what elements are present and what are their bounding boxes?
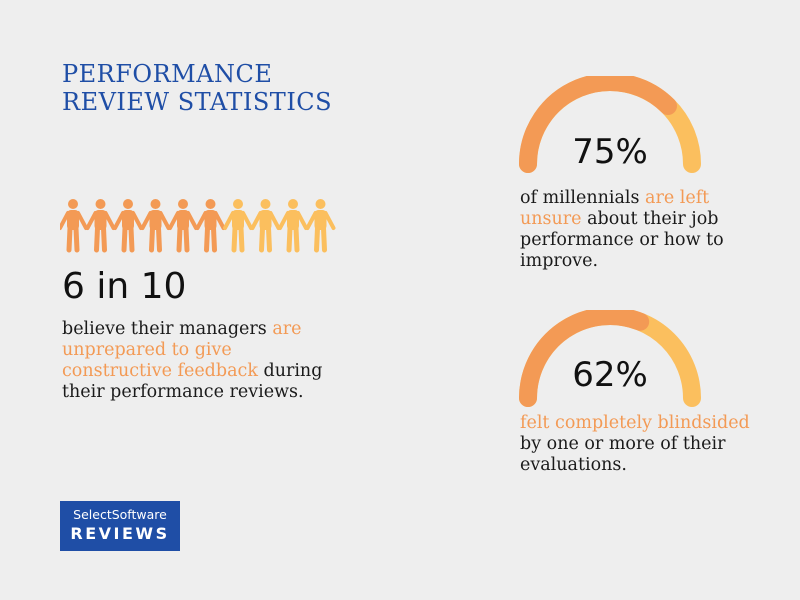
logo-line-1: SelectSoftware xyxy=(73,507,167,522)
person-icon xyxy=(113,199,143,253)
gauge-millennials-arc xyxy=(519,73,701,173)
page-title: PERFORMANCE REVIEW STATISTICS xyxy=(62,60,332,116)
person-icon xyxy=(140,199,171,253)
person-icon xyxy=(168,199,198,253)
blindsided-description: felt completely blindsided by one or mor… xyxy=(520,413,760,476)
managers-description: believe their managers are unprepared to… xyxy=(62,319,347,403)
title-line-1: PERFORMANCE xyxy=(62,60,273,88)
person-icon xyxy=(85,199,116,253)
gauge-millennials-value: 75% xyxy=(572,132,648,172)
selectsoftware-reviews-logo: SelectSoftware REVIEWS xyxy=(60,501,180,551)
six-in-ten-stat: 6 in 10 xyxy=(62,266,187,307)
gauge-fill xyxy=(519,73,677,173)
blindsided-text-after: by one or more of their evaluations. xyxy=(520,434,726,475)
gauge-blindsided-value: 62% xyxy=(572,355,648,395)
millennials-description: of millennials are left unsure about the… xyxy=(520,188,760,272)
person-icon xyxy=(250,199,281,253)
person-icon xyxy=(305,199,336,253)
gauge-blindsided-arc xyxy=(519,307,701,407)
gauge-millennials: 75% xyxy=(515,73,705,176)
person-icon xyxy=(223,199,253,253)
blindsided-highlight: felt completely blindsided xyxy=(520,413,750,433)
gauge-fill xyxy=(519,307,650,407)
person-icon xyxy=(278,199,308,253)
title-line-2: REVIEW STATISTICS xyxy=(62,88,333,116)
managers-highlight: are unprepared to give constructive feed… xyxy=(62,319,302,381)
millennials-text-before: of millennials xyxy=(520,188,646,208)
person-icon xyxy=(60,199,88,253)
gauge-blindsided: 62% xyxy=(515,307,705,410)
logo-line-2: REVIEWS xyxy=(70,524,170,543)
managers-text-after: during their performance reviews. xyxy=(62,361,323,402)
people-pictograph xyxy=(60,199,336,253)
person-icon xyxy=(195,199,226,253)
millennials-highlight: are left unsure xyxy=(520,188,710,229)
millennials-text-after: about their job performance or how to im… xyxy=(520,209,724,271)
managers-text-before: believe their managers xyxy=(62,319,273,339)
